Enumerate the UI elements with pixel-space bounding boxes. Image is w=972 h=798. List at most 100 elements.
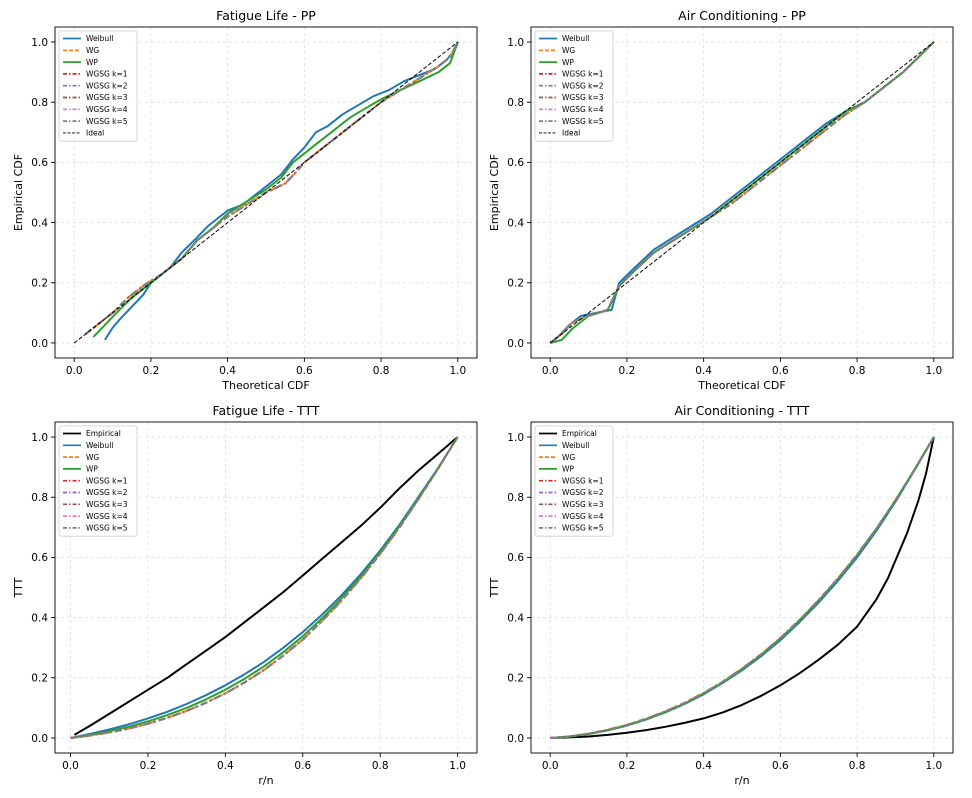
y-axis-label: TTT [488, 577, 501, 598]
y-tick-label: 0.8 [31, 492, 48, 504]
series-line-empirical [73, 436, 459, 736]
legend-box [534, 425, 614, 537]
axes-frame [530, 421, 954, 754]
legend-label: WGSG k=5 [86, 524, 128, 533]
legend: Weibull WG WP WGSG k=1 WGSG k=2 WGSG k=3 WGSG … [534, 30, 614, 142]
legend-label: WGSG k=1 [562, 70, 604, 79]
legend: Weibull WG WP WGSG k=1 WGSG k=2 WGSG k=3 WGSG … [58, 30, 138, 142]
y-tick-label: 1.0 [507, 432, 524, 444]
y-tick-label: 0.2 [507, 673, 524, 685]
series-line-wgsg-k-5 [550, 436, 935, 739]
legend-label: WGSG k=3 [562, 500, 604, 509]
chart-2: 0.0 0.2 0.4 0.6 0.8 1.0 0.0 0.2 0.4 0.6 0.8 1.0 Fati… [12, 403, 478, 787]
x-axis-label: Theoretical CDF [697, 379, 785, 392]
x-tick-label: 0.8 [849, 365, 866, 377]
series-group [550, 436, 935, 739]
x-tick-label: 0.4 [217, 760, 234, 772]
series-line-empirical [550, 436, 935, 739]
legend-label: Empirical [562, 429, 597, 438]
y-tick-label: 0.8 [507, 492, 524, 504]
legend-label: WP [562, 465, 574, 474]
x-tick-label: 0.4 [219, 365, 236, 377]
legend-label: Ideal [562, 129, 580, 138]
legend-label: WP [86, 465, 98, 474]
legend-label: WG [562, 46, 575, 55]
x-tick-label: 0.8 [849, 760, 866, 772]
y-tick-label: 0.2 [507, 278, 524, 290]
x-tick-label: 0.6 [296, 365, 313, 377]
legend-label: WGSG k=4 [562, 105, 604, 114]
chart-title: Air Conditioning - PP [678, 8, 806, 23]
legend-label: Ideal [86, 129, 104, 138]
series-line-weibull [104, 41, 459, 341]
y-tick-label: 0.4 [507, 217, 524, 229]
legend-label: WG [562, 453, 575, 462]
series-line-ideal [549, 41, 935, 344]
x-tick-label: 0.0 [542, 760, 559, 772]
legend-label: Weibull [562, 34, 589, 43]
legend-label: WG [86, 46, 99, 55]
legend-label: WG [86, 453, 99, 462]
y-tick-label: 1.0 [31, 37, 48, 49]
y-tick-label: 0.6 [31, 157, 48, 169]
legend-label: WGSG k=4 [86, 105, 128, 114]
x-tick-label: 1.0 [449, 365, 466, 377]
y-tick-label: 0.0 [507, 338, 524, 350]
y-tick-label: 0.2 [31, 673, 48, 685]
series-line-wp [92, 41, 459, 338]
x-tick-label: 0.2 [619, 365, 636, 377]
legend-box [58, 30, 138, 142]
series-group [549, 41, 935, 344]
legend-label: WGSG k=5 [562, 117, 604, 126]
series-line-wgsg-k-5 [549, 41, 935, 344]
series-group [70, 436, 459, 739]
series-group [73, 41, 459, 344]
y-tick-label: 0.2 [31, 278, 48, 290]
legend-label: WGSG k=2 [86, 81, 128, 90]
legend-label: WGSG k=2 [562, 81, 604, 90]
x-tick-label: 1.0 [449, 760, 466, 772]
legend-label: WGSG k=1 [562, 476, 604, 485]
y-tick-label: 0.6 [31, 552, 48, 564]
y-tick-label: 1.0 [31, 432, 48, 444]
legend-label: WGSG k=1 [86, 70, 128, 79]
legend-label: WGSG k=3 [86, 500, 128, 509]
axes-frame [54, 26, 478, 359]
axes-frame [530, 26, 954, 359]
legend-label: WGSG k=3 [562, 93, 604, 102]
y-tick-label: 0.6 [507, 552, 524, 564]
chart-0: 0.0 0.2 0.4 0.6 0.8 1.0 0.0 0.2 0.4 0.6 0.8 1.0 Fati… [12, 8, 478, 392]
legend-label: WGSG k=2 [562, 488, 604, 497]
y-tick-label: 0.0 [31, 733, 48, 745]
x-axis-label: r/n [258, 774, 273, 787]
legend-box [58, 425, 138, 537]
legend-label: Weibull [86, 34, 113, 43]
y-tick-label: 0.0 [31, 338, 48, 350]
y-tick-label: 0.0 [507, 733, 524, 745]
legend-label: WGSG k=3 [86, 93, 128, 102]
x-axis-label: r/n [734, 774, 749, 787]
chart-title: Fatigue Life - TTT [212, 403, 319, 418]
legend-label: WGSG k=2 [86, 488, 128, 497]
legend-label: WGSG k=5 [562, 524, 604, 533]
x-tick-label: 0.8 [373, 365, 390, 377]
chart-1: 0.0 0.2 0.4 0.6 0.8 1.0 0.0 0.2 0.4 0.6 0.8 1.0 Air … [488, 8, 954, 392]
x-tick-label: 0.6 [772, 365, 789, 377]
y-tick-label: 0.6 [507, 157, 524, 169]
chart-3: 0.0 0.2 0.4 0.6 0.8 1.0 0.0 0.2 0.4 0.6 0.8 1.0 Air … [488, 403, 954, 787]
x-tick-label: 0.4 [695, 365, 712, 377]
y-axis-label: Empirical CDF [12, 154, 25, 231]
x-tick-label: 0.2 [619, 760, 636, 772]
legend-box [534, 30, 614, 142]
legend-label: Weibull [562, 441, 589, 450]
x-tick-label: 0.0 [542, 365, 559, 377]
legend-label: WGSG k=5 [86, 117, 128, 126]
x-axis-label: Theoretical CDF [221, 379, 309, 392]
legend-label: Empirical [86, 429, 121, 438]
y-axis-label: TTT [12, 577, 25, 598]
series-line-wgsg-k-5 [85, 41, 459, 335]
y-axis-label: Empirical CDF [488, 154, 501, 231]
x-tick-label: 0.2 [143, 365, 160, 377]
chart-title: Air Conditioning - TTT [674, 403, 809, 418]
